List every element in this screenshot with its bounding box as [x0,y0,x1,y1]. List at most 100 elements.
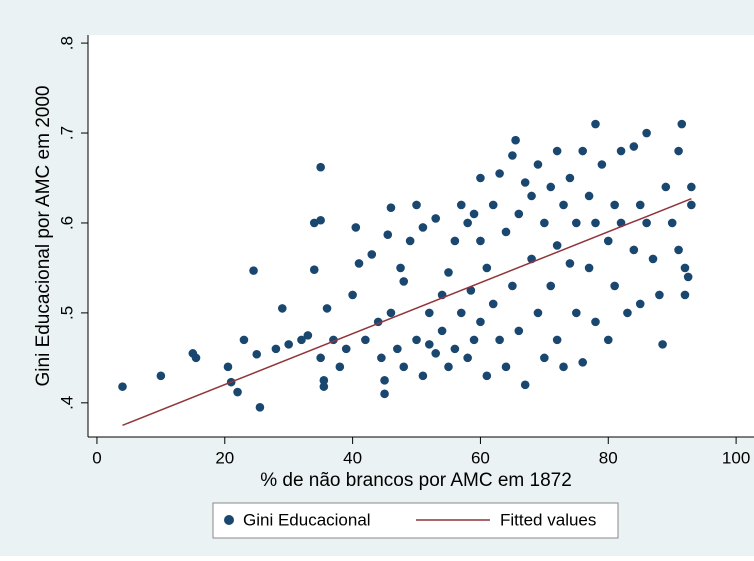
scatter-point [552,146,562,156]
scatter-point [386,308,396,318]
scatter-point [501,362,511,372]
scatter-point [418,371,428,381]
x-tick-label: 100 [722,448,750,467]
scatter-point [393,344,402,354]
scatter-point [476,173,485,183]
y-tick-label: .4 [57,396,76,410]
y-axis-title: Gini Educacional por AMC em 2000 [33,86,54,387]
scatter-point [680,290,690,300]
scatter-point [578,358,588,367]
scatter-point [466,286,476,295]
scatter-point [552,241,562,250]
scatter-point [418,223,428,232]
scatter-point [591,317,600,327]
scatter-point [495,169,504,178]
fitted-line [122,197,692,427]
scatter-point [444,362,453,372]
scatter-point [687,182,696,192]
scatter-point [546,281,556,291]
scatter-point [386,203,396,212]
scatter-point [191,353,201,363]
scatter-point [316,215,325,225]
scatter-point [552,335,562,345]
scatter-point [396,263,405,273]
scatter-point [412,200,421,210]
scatter-point [683,272,693,282]
legend-marker [224,515,234,525]
scatter-point [450,344,460,354]
scatter-point [341,344,351,354]
scatter-point [450,236,460,246]
y-tick-label: .6 [57,216,76,230]
scatter-point [399,362,409,372]
scatter-point [469,335,479,345]
scatter-point [527,191,536,201]
scatter-point [335,362,345,372]
scatter-point [284,340,293,349]
scatter-point [623,308,632,318]
scatter-point [476,236,485,246]
scatter-point [488,200,498,210]
scatter-point [514,209,524,219]
legend [212,502,619,539]
scatter-point [469,209,479,219]
scatter-point [572,308,581,318]
scatter-point [278,304,287,313]
scatter-point [584,263,594,273]
scatter-point [476,317,485,327]
scatter-point [610,281,619,291]
scatter-point [482,263,492,273]
scatter-point [431,214,441,223]
scatter-point [309,265,319,275]
scatter-point [520,178,530,187]
x-tick-label: 60 [471,448,490,467]
scatter-point [348,290,357,300]
scatter-point [565,259,575,268]
scatter-point [383,230,393,239]
scatter-point [456,200,466,210]
plot-area [88,35,754,437]
scatter-point [642,218,651,228]
scatter-point [425,308,434,318]
scatter-point [661,182,671,192]
scatter-point [687,200,696,210]
scatter-point [674,245,683,255]
scatter-point [412,335,421,345]
x-tick-label: 0 [92,448,101,467]
scatter-point [463,218,472,228]
x-tick-label: 20 [215,448,234,467]
scatter-point [437,326,447,336]
scatter-point [616,146,626,156]
scatter-point [367,250,377,259]
scatter-point [511,135,520,145]
scatter-point [533,160,543,169]
scatter-point [463,353,472,363]
scatter-point [444,268,453,277]
scatter-point [629,245,639,255]
scatter-point [319,376,329,385]
scatter-point [252,349,262,359]
scatter-point [680,263,690,273]
scatter-point [635,200,645,210]
scatter-point [559,362,568,372]
scatter-point [223,362,233,372]
scatter-point [380,376,389,385]
scatter-point [405,236,415,246]
scatter-point [514,326,524,336]
scatter-point [655,290,664,300]
scatter-point [239,335,249,345]
x-tick-label: 40 [343,448,362,467]
scatter-point [635,299,645,309]
scatter-point [316,353,325,363]
scatter-point [249,266,258,275]
legend-label: Gini Educacional [243,510,371,529]
scatter-point [508,281,517,291]
scatter-point [677,119,687,129]
scatter-point [482,371,492,381]
scatter-point [255,403,265,412]
legend-label: Fitted values [500,510,596,529]
scatter-point [667,218,677,228]
scatter-point [431,349,441,358]
